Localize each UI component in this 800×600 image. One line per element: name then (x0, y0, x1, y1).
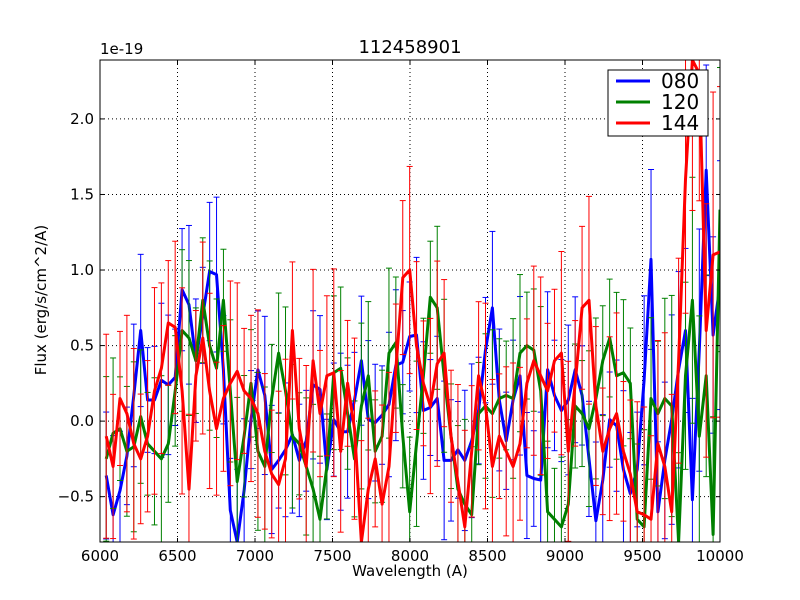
x-tick-label: 6000 (81, 547, 119, 565)
x-tick-label: 8000 (391, 547, 429, 565)
x-tick-label: 9000 (546, 547, 584, 565)
y-offset-text: 1e-19 (100, 40, 143, 58)
x-tick-label: 6500 (158, 547, 196, 565)
x-tick-label: 7000 (236, 547, 274, 565)
ticks: 6000 6500 7000 7500 8000 8500 9000 9500 10000 −0.… (58, 60, 744, 565)
y-tick-label: 0.0 (70, 412, 94, 430)
y-axis-label: Flux (erg/s/cm^2/A) (32, 225, 50, 376)
y-tick-label: 2.0 (70, 110, 94, 128)
y-tick-label: 1.5 (70, 185, 94, 203)
series-line-144 (104, 60, 720, 542)
x-tick-label: 7500 (313, 547, 351, 565)
x-tick-label: 8500 (468, 547, 506, 565)
plot-area (103, 60, 720, 542)
y-tick-label: 0.5 (70, 337, 94, 355)
series-line-080 (104, 168, 720, 542)
series-line-120 (104, 209, 720, 542)
chart-title: 112458901 (358, 37, 461, 58)
x-axis-label: Wavelength (A) (352, 562, 468, 580)
x-tick-label: 10000 (696, 547, 744, 565)
y-tick-label: −0.5 (58, 488, 94, 506)
legend-label-080: 080 (661, 69, 699, 93)
legend-label-120: 120 (661, 90, 699, 114)
series-144 (103, 60, 720, 542)
legend-label-144: 144 (661, 111, 699, 135)
x-tick-label: 9500 (623, 547, 661, 565)
y-tick-label: 1.0 (70, 261, 94, 279)
